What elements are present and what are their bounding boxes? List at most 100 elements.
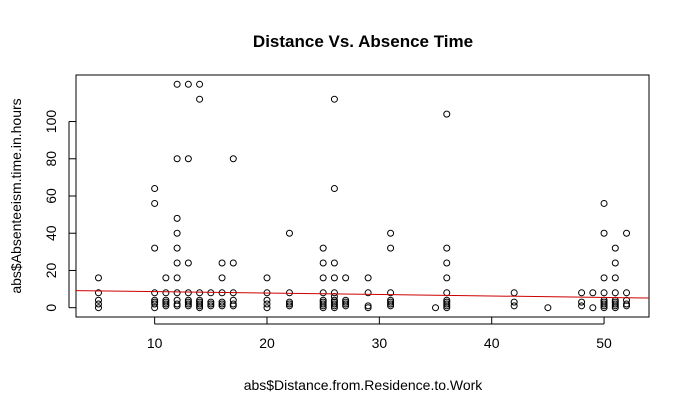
- data-point: [162, 289, 170, 297]
- y-tick-label: 20: [43, 262, 59, 278]
- data-point: [94, 304, 102, 312]
- data-point: [151, 298, 159, 306]
- y-tick-label: 80: [43, 151, 59, 167]
- data-point: [173, 229, 181, 237]
- x-tick-label: 20: [259, 335, 275, 351]
- data-point: [173, 80, 181, 88]
- data-point: [623, 289, 631, 297]
- data-point: [263, 296, 271, 304]
- data-point: [443, 296, 451, 304]
- x-tick-label: 40: [484, 335, 500, 351]
- data-point: [342, 296, 350, 304]
- data-point: [207, 302, 215, 310]
- data-point: [443, 300, 451, 308]
- data-point: [342, 300, 350, 308]
- data-point: [173, 259, 181, 267]
- data-point: [94, 296, 102, 304]
- data-point: [319, 296, 327, 304]
- data-point: [184, 298, 192, 306]
- data-point: [229, 259, 237, 267]
- data-point: [218, 259, 226, 267]
- data-point: [330, 185, 338, 193]
- data-point: [443, 274, 451, 282]
- data-point: [207, 300, 215, 308]
- x-axis-label: abs$Distance.from.Residence.to.Work: [244, 377, 484, 393]
- data-point: [319, 298, 327, 306]
- data-point: [600, 289, 608, 297]
- data-point: [364, 274, 372, 282]
- data-point: [94, 274, 102, 282]
- data-point: [443, 244, 451, 252]
- data-point: [510, 298, 518, 306]
- data-point: [611, 259, 619, 267]
- data-point: [173, 244, 181, 252]
- data-point: [578, 298, 586, 306]
- chart-title: Distance Vs. Absence Time: [253, 32, 473, 51]
- data-point: [330, 296, 338, 304]
- y-axis-label: abs$Absenteeism.time.in.hours: [8, 98, 24, 293]
- data-point: [184, 259, 192, 267]
- data-point: [173, 296, 181, 304]
- data-point: [184, 300, 192, 308]
- data-point: [173, 300, 181, 308]
- data-point: [623, 229, 631, 237]
- trend-line: [75, 290, 650, 299]
- data-point: [218, 302, 226, 310]
- data-point: [173, 289, 181, 297]
- data-point: [162, 300, 170, 308]
- data-point: [387, 229, 395, 237]
- y-axis: 0 20 40 60 80 100: [43, 110, 76, 312]
- data-point: [162, 274, 170, 282]
- points-layer: [94, 80, 631, 312]
- data-point: [196, 80, 204, 88]
- data-point: [151, 199, 159, 207]
- data-point: [207, 298, 215, 306]
- data-point: [151, 185, 159, 193]
- data-point: [285, 300, 293, 308]
- data-point: [263, 304, 271, 312]
- data-point: [611, 289, 619, 297]
- data-point: [387, 296, 395, 304]
- data-point: [544, 304, 552, 312]
- data-point: [218, 298, 226, 306]
- data-point: [589, 304, 597, 312]
- data-point: [330, 259, 338, 267]
- data-point: [196, 289, 204, 297]
- data-point: [611, 298, 619, 306]
- data-point: [364, 289, 372, 297]
- data-point: [319, 244, 327, 252]
- trend-layer: [75, 290, 650, 299]
- data-point: [94, 289, 102, 297]
- plot-frame: [75, 74, 650, 318]
- data-point: [364, 304, 372, 312]
- data-point: [387, 298, 395, 306]
- x-tick-label: 10: [147, 335, 163, 351]
- data-point: [342, 298, 350, 306]
- data-point: [611, 244, 619, 252]
- data-point: [387, 244, 395, 252]
- data-point: [229, 300, 237, 308]
- data-point: [218, 300, 226, 308]
- data-point: [611, 300, 619, 308]
- data-point: [184, 155, 192, 163]
- x-axis: 10 20 30 40 50: [147, 317, 612, 351]
- data-point: [330, 274, 338, 282]
- data-point: [443, 259, 451, 267]
- y-tick-label: 100: [43, 110, 59, 134]
- data-point: [218, 274, 226, 282]
- data-point: [285, 302, 293, 310]
- data-point: [263, 300, 271, 308]
- data-point: [387, 289, 395, 297]
- data-point: [229, 296, 237, 304]
- data-point: [173, 155, 181, 163]
- data-point: [162, 298, 170, 306]
- data-point: [364, 302, 372, 310]
- data-point: [151, 300, 159, 308]
- data-point: [611, 274, 619, 282]
- data-point: [263, 274, 271, 282]
- data-point: [589, 289, 597, 297]
- data-point: [443, 110, 451, 118]
- data-point: [342, 274, 350, 282]
